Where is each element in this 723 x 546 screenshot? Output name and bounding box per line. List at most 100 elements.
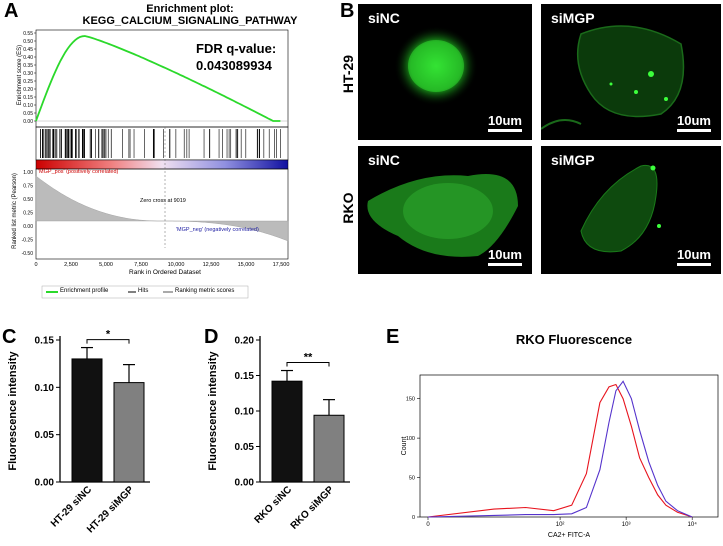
bar [271, 380, 303, 483]
significance-label: * [106, 329, 111, 341]
label-simgp: siMGP [551, 10, 595, 26]
label-sinc: siNC [368, 152, 400, 168]
y-tick-label: 0.15 [35, 336, 55, 347]
metric-tick-label: 1.00 [23, 170, 33, 176]
significance-bracket [86, 339, 130, 344]
bar [71, 358, 103, 483]
label-sinc: siNC [368, 10, 400, 26]
x-tick-label: 10² [556, 522, 565, 528]
y-tick-label: 0.00 [35, 478, 55, 489]
scale-label: 10um [488, 247, 522, 262]
x-tick-label: 2,500 [64, 262, 78, 268]
scale-label: 10um [488, 113, 522, 128]
category-label: RKO siNC [253, 484, 295, 526]
gsea-title-1: Enrichment plot: [146, 3, 234, 15]
y-tick-label: 0 [412, 515, 415, 521]
scale-bar: 10um [488, 113, 522, 132]
zero-cross-label: Zero cross at 9019 [140, 198, 186, 204]
es-axis-label: Enrichment score (ES) [17, 44, 23, 106]
x-tick-label: 5,000 [99, 262, 113, 268]
panel-b-label: B [340, 0, 355, 22]
neg-corr-label: 'MGP_neg' (negatively correlated) [176, 227, 259, 233]
y-tick-label: 0.15 [235, 371, 255, 382]
chart-title: RKO Fluorescence [516, 332, 632, 347]
significance-label: ** [304, 352, 313, 364]
cell-image [541, 25, 685, 130]
x-tick-label: 12,500 [203, 262, 220, 268]
x-tick-label: 10,000 [168, 262, 185, 268]
legend-box [41, 285, 249, 299]
panel-c-label: C [2, 326, 17, 348]
y-tick-label: 0.10 [35, 383, 55, 394]
es-tick-label: 0.10 [23, 103, 33, 109]
legend-ranking-metric: Ranking metric scores [175, 288, 235, 294]
es-tick-label: 0.15 [23, 95, 33, 101]
x-tick-label: 0 [34, 262, 37, 268]
y-tick-label: 0.05 [35, 430, 55, 441]
label-simgp: siMGP [551, 152, 595, 168]
panel-d-label: D [204, 326, 219, 348]
micrograph-ht29-simgp: siMGP 10um [541, 4, 721, 140]
gsea-title-2: KEGG_CALCIUM_SIGNALING_PATHWAY [82, 15, 298, 27]
x-tick-label: 10³ [622, 522, 631, 528]
gsea-plot: 0.55 0.50 0.45 0.40 0.35 0.30 0.25 0.20 0.15 0.10… [22, 29, 290, 299]
metric-ticks: 1.00 0.75 0.50 0.25 0.00 -0.25 -0.50 [22, 170, 34, 257]
y-tick-label: 0.05 [235, 442, 255, 453]
cell-image [394, 26, 478, 106]
x-tick-label: 15,000 [238, 262, 255, 268]
es-tick-label: 0.25 [23, 79, 33, 85]
enrichment-profile-line [35, 35, 281, 122]
x-tick-label: 7,500 [134, 262, 148, 268]
x-axis-label: CA2+ FITC-A [548, 532, 591, 539]
scale-bar: 10um [677, 113, 711, 132]
rank-gradient-bar [35, 159, 289, 170]
panel-e-label: E [386, 326, 400, 348]
plot-frame [419, 374, 719, 518]
x-tick-label: 0 [426, 522, 430, 528]
bar [113, 382, 145, 483]
fdr-value: 0.043089934 [196, 58, 272, 73]
pos-corr-label: 'MGP_pos' (positively correlated) [38, 169, 119, 175]
histogram-chart-e: RKO Fluorescence 0 50 100 150 0 10² 10³ 10⁴ CA2+ … [401, 332, 719, 539]
scale-label: 10um [677, 113, 711, 128]
row-label-rko: RKO [340, 192, 356, 224]
metric-axis-label: Ranked list metric (Pearson) [12, 173, 18, 249]
x-tick-label: 17,500 [273, 262, 290, 268]
metric-tick-label: 0.50 [23, 197, 33, 203]
es-tick-label: 0.50 [23, 39, 33, 45]
cell-image [580, 164, 661, 253]
y-axis-label: Fluorescence intensity [7, 351, 19, 471]
y-axis-label: Fluorescence intensity [207, 351, 219, 471]
significance-bracket [286, 362, 330, 367]
y-axis-label: Count [401, 437, 408, 456]
es-tick-label: 0.00 [23, 119, 33, 125]
metric-tick-label: 0.75 [23, 184, 33, 190]
bar [313, 414, 345, 483]
micrograph-rko-simgp: siMGP 10um [541, 146, 721, 274]
y-tick-label: 0.00 [235, 478, 255, 489]
scale-bar: 10um [677, 247, 711, 266]
metric-tick-label: 0.00 [23, 224, 33, 230]
metric-tick-label: -0.50 [22, 251, 34, 257]
es-tick-label: 0.05 [23, 111, 33, 117]
es-tick-label: 0.30 [23, 71, 33, 77]
category-label: HT-29 siNC [49, 484, 94, 529]
category-label: RKO siMGP [289, 484, 337, 532]
legend-enrichment-profile: Enrichment profile [60, 288, 109, 294]
bar-chart-c: 0.00 0.05 0.10 0.15 Fluorescence intensity HT… [7, 329, 150, 535]
metric-tick-label: -0.25 [22, 238, 34, 244]
legend-hits: Hits [138, 288, 149, 294]
scale-label: 10um [677, 247, 711, 262]
histogram-series-0 [427, 383, 693, 518]
es-tick-label: 0.40 [23, 55, 33, 61]
es-tick-label: 0.45 [23, 47, 33, 53]
es-tick-label: 0.20 [23, 87, 33, 93]
y-tick-label: 150 [406, 397, 415, 403]
scale-bar: 10um [488, 247, 522, 266]
micrograph-ht29-sinc: siNC 10um [358, 4, 532, 140]
es-tick-label: 0.55 [23, 31, 33, 37]
metric-tick-label: 0.25 [23, 211, 33, 217]
y-tick-label: 50 [409, 476, 415, 482]
row-label-ht29: HT-29 [340, 54, 356, 94]
y-tick-label: 0.20 [235, 336, 255, 347]
